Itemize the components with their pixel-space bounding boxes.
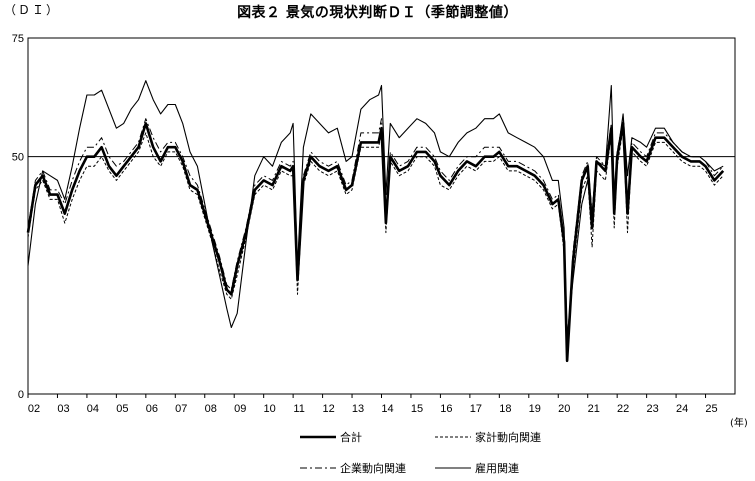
x-tick-label-06: 06 [146, 403, 158, 415]
x-tick-label-17: 17 [470, 403, 482, 415]
x-axis: 02 03 04 05 06 07 08 09 10 11 12 13 14 15 16 17 18 19 20 21… [27, 394, 718, 415]
y-tick-label-0: 0 [18, 389, 24, 401]
x-tick-label-24: 24 [676, 403, 688, 415]
x-tick-label-11: 11 [293, 403, 304, 415]
legend-label-1: 家計動向関連 [475, 430, 541, 444]
x-tick-label-14: 14 [381, 403, 393, 415]
series-line-3 [27, 80, 724, 338]
x-tick-label-16: 16 [440, 403, 452, 415]
y-axis: 0 50 75 [12, 33, 24, 401]
x-tick-label-19: 19 [529, 403, 541, 415]
x-tick-label-20: 20 [558, 403, 570, 415]
x-tick-label-22: 22 [617, 403, 629, 415]
x-tick-label-25: 25 [705, 403, 717, 415]
x-tick-label-07: 07 [175, 403, 187, 415]
series-line-2 [27, 118, 724, 357]
y-tick-label-50: 50 [12, 152, 24, 164]
series-line-0 [26, 122, 725, 363]
x-tick-label-13: 13 [352, 403, 364, 415]
x-tick-label-23: 23 [647, 403, 659, 415]
y-tick-label-75: 75 [12, 33, 24, 45]
x-tick-label-12: 12 [322, 403, 334, 415]
x-tick-label-21: 21 [588, 403, 600, 415]
y-axis-unit-label: （ＤＩ） [4, 3, 61, 17]
x-tick-label-15: 15 [411, 403, 423, 415]
legend-label-3: 雇用関連 [475, 461, 519, 475]
x-tick-label-18: 18 [499, 403, 511, 415]
x-tick-label-04: 04 [87, 403, 99, 415]
series-layer [26, 80, 725, 363]
x-tick-label-08: 08 [205, 403, 217, 415]
x-tick-label-10: 10 [264, 403, 276, 415]
x-tick-label-05: 05 [116, 403, 128, 415]
x-tick-label-09: 09 [234, 403, 246, 415]
x-tick-label-03: 03 [57, 403, 69, 415]
x-tick-label-02: 02 [28, 403, 40, 415]
page-title: 図表２ 景気の現状判断ＤＩ（季節調整値） [237, 5, 518, 21]
x-axis-unit-label: (年) [730, 418, 748, 429]
series-line-1 [27, 127, 724, 362]
legend-label-0: 合計 [340, 430, 362, 444]
legend-label-2: 企業動向関連 [340, 461, 406, 475]
